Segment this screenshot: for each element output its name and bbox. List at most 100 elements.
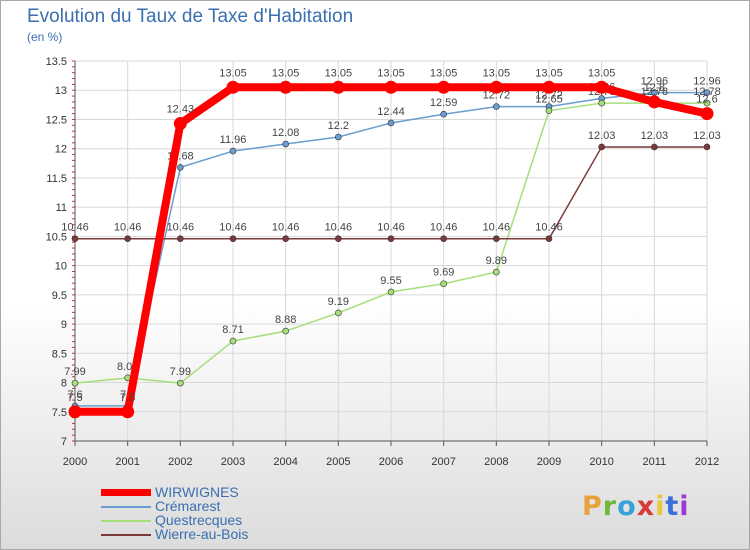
data-point-wierre-au-bois	[598, 143, 605, 151]
data-label-wierre-au-bois: 12.03	[641, 130, 669, 142]
x-tick-label: 2001	[115, 456, 139, 468]
data-point-wirwignes	[173, 117, 187, 131]
x-tick-label: 2007	[431, 456, 455, 468]
data-point-wirwignes	[647, 95, 661, 109]
legend-label: Crémarest	[155, 498, 221, 514]
legend-label: Questrecques	[155, 512, 243, 528]
data-label-questrecques: 9.69	[433, 267, 454, 279]
data-point-wierre-au-bois	[282, 235, 289, 243]
chart-legend: WIRWIGNES Crémarest Questrecques Wierre-au-…	[101, 484, 401, 542]
data-point-wierre-au-bois	[387, 235, 395, 243]
data-label-wierre-au-bois: 10.46	[272, 222, 300, 234]
data-point-wirwignes	[279, 80, 293, 94]
data-label-questrecques: 9.55	[380, 275, 401, 287]
y-tick-label: 9	[61, 319, 67, 331]
data-point-cr-marest	[387, 119, 395, 127]
y-tick-label: 10.5	[46, 231, 67, 243]
data-label-wirwignes: 13.05	[377, 67, 405, 79]
data-point-wierre-au-bois	[545, 235, 553, 243]
data-label-wierre-au-bois: 12.03	[693, 130, 721, 142]
proxiti-logo: Proxiti	[582, 491, 690, 522]
data-label-wierre-au-bois: 10.46	[219, 222, 247, 234]
legend-swatch	[101, 489, 151, 496]
data-label-cr-marest: 7.6	[67, 389, 82, 401]
data-point-cr-marest	[282, 140, 289, 148]
x-tick-label: 2006	[379, 456, 403, 468]
data-label-wirwignes: 13.05	[219, 67, 247, 79]
data-label-wirwignes: 13.05	[272, 67, 300, 79]
x-tick-label: 2009	[537, 456, 561, 468]
data-point-wierre-au-bois	[71, 235, 79, 243]
data-point-wierre-au-bois	[703, 143, 711, 151]
data-label-wierre-au-bois: 10.46	[377, 222, 405, 234]
data-label-questrecques: 12.65	[535, 94, 563, 106]
data-label-wierre-au-bois: 10.46	[535, 222, 563, 234]
data-point-cr-marest	[335, 133, 342, 141]
data-point-questrecques	[335, 309, 342, 317]
data-label-questrecques: 7.99	[170, 366, 191, 378]
chart-title: Evolution du Taux de Taxe d'Habitation	[27, 6, 354, 27]
data-label-questrecques: 12.78	[641, 86, 669, 98]
legend-label: Wierre-au-Bois	[155, 526, 249, 542]
x-tick-label: 2003	[221, 456, 245, 468]
data-label-wierre-au-bois: 10.46	[325, 222, 353, 234]
data-point-wirwignes	[226, 80, 240, 94]
data-point-wierre-au-bois	[493, 235, 500, 243]
legend-swatch	[101, 520, 151, 522]
data-point-cr-marest	[493, 103, 500, 110]
data-label-wirwignes: 7.5	[120, 392, 135, 404]
x-tick-label: 2000	[63, 456, 87, 468]
legend-item: Questrecques	[101, 512, 401, 528]
x-tick-label: 2011	[643, 456, 667, 468]
data-label-cr-marest: 12.96	[641, 76, 669, 88]
data-point-wierre-au-bois	[651, 143, 658, 151]
data-point-wierre-au-bois	[177, 235, 184, 243]
legend-item: WIRWIGNES	[101, 484, 401, 500]
y-tick-label: 7	[61, 436, 67, 448]
data-point-wirwignes	[121, 405, 135, 419]
data-label-questrecques: 12.78	[693, 86, 721, 98]
y-tick-label: 9.5	[52, 290, 67, 302]
data-point-questrecques	[282, 327, 289, 335]
data-label-wierre-au-bois: 10.46	[167, 222, 195, 234]
legend-swatch	[101, 506, 151, 508]
data-label-wierre-au-bois: 12.03	[588, 130, 616, 142]
data-label-wierre-au-bois: 10.46	[483, 222, 511, 234]
data-label-wirwignes: 13.05	[535, 67, 563, 79]
data-label-cr-marest: 12.44	[377, 106, 405, 118]
data-point-wirwignes	[331, 80, 345, 94]
x-tick-label: 2012	[695, 456, 719, 468]
data-label-questrecques: 9.19	[328, 296, 349, 308]
y-tick-label: 11.5	[46, 173, 67, 185]
y-tick-label: 12.5	[46, 114, 67, 126]
data-point-questrecques	[440, 280, 447, 288]
data-point-questrecques	[387, 288, 395, 296]
data-point-cr-marest	[229, 147, 237, 155]
data-label-wirwignes: 7.5	[67, 392, 82, 404]
data-point-wierre-au-bois	[229, 235, 237, 243]
data-label-wirwignes: 12.8	[644, 82, 665, 94]
data-label-wirwignes: 13.05	[325, 67, 353, 79]
data-label-cr-marest: 12.59	[430, 97, 458, 109]
data-label-wirwignes: 13.05	[588, 67, 616, 79]
legend-label: WIRWIGNES	[155, 484, 239, 500]
data-point-wirwignes	[384, 80, 398, 94]
data-point-cr-marest	[440, 110, 447, 118]
data-point-wierre-au-bois	[335, 235, 342, 243]
y-tick-label: 13.5	[46, 56, 67, 68]
data-label-cr-marest: 12.2	[328, 120, 349, 132]
data-point-wierre-au-bois	[124, 235, 131, 243]
data-label-cr-marest: 12.72	[483, 90, 511, 102]
data-point-questrecques	[545, 107, 553, 114]
data-label-wirwignes: 13.05	[483, 67, 511, 79]
data-point-questrecques	[493, 268, 500, 276]
data-label-questrecques: 8.71	[222, 324, 243, 336]
data-point-questrecques	[71, 379, 79, 387]
data-point-wirwignes	[595, 80, 609, 94]
data-point-wirwignes	[68, 405, 82, 419]
data-point-questrecques	[598, 99, 605, 107]
data-label-wierre-au-bois: 10.46	[114, 222, 142, 234]
x-tick-label: 2005	[326, 456, 350, 468]
